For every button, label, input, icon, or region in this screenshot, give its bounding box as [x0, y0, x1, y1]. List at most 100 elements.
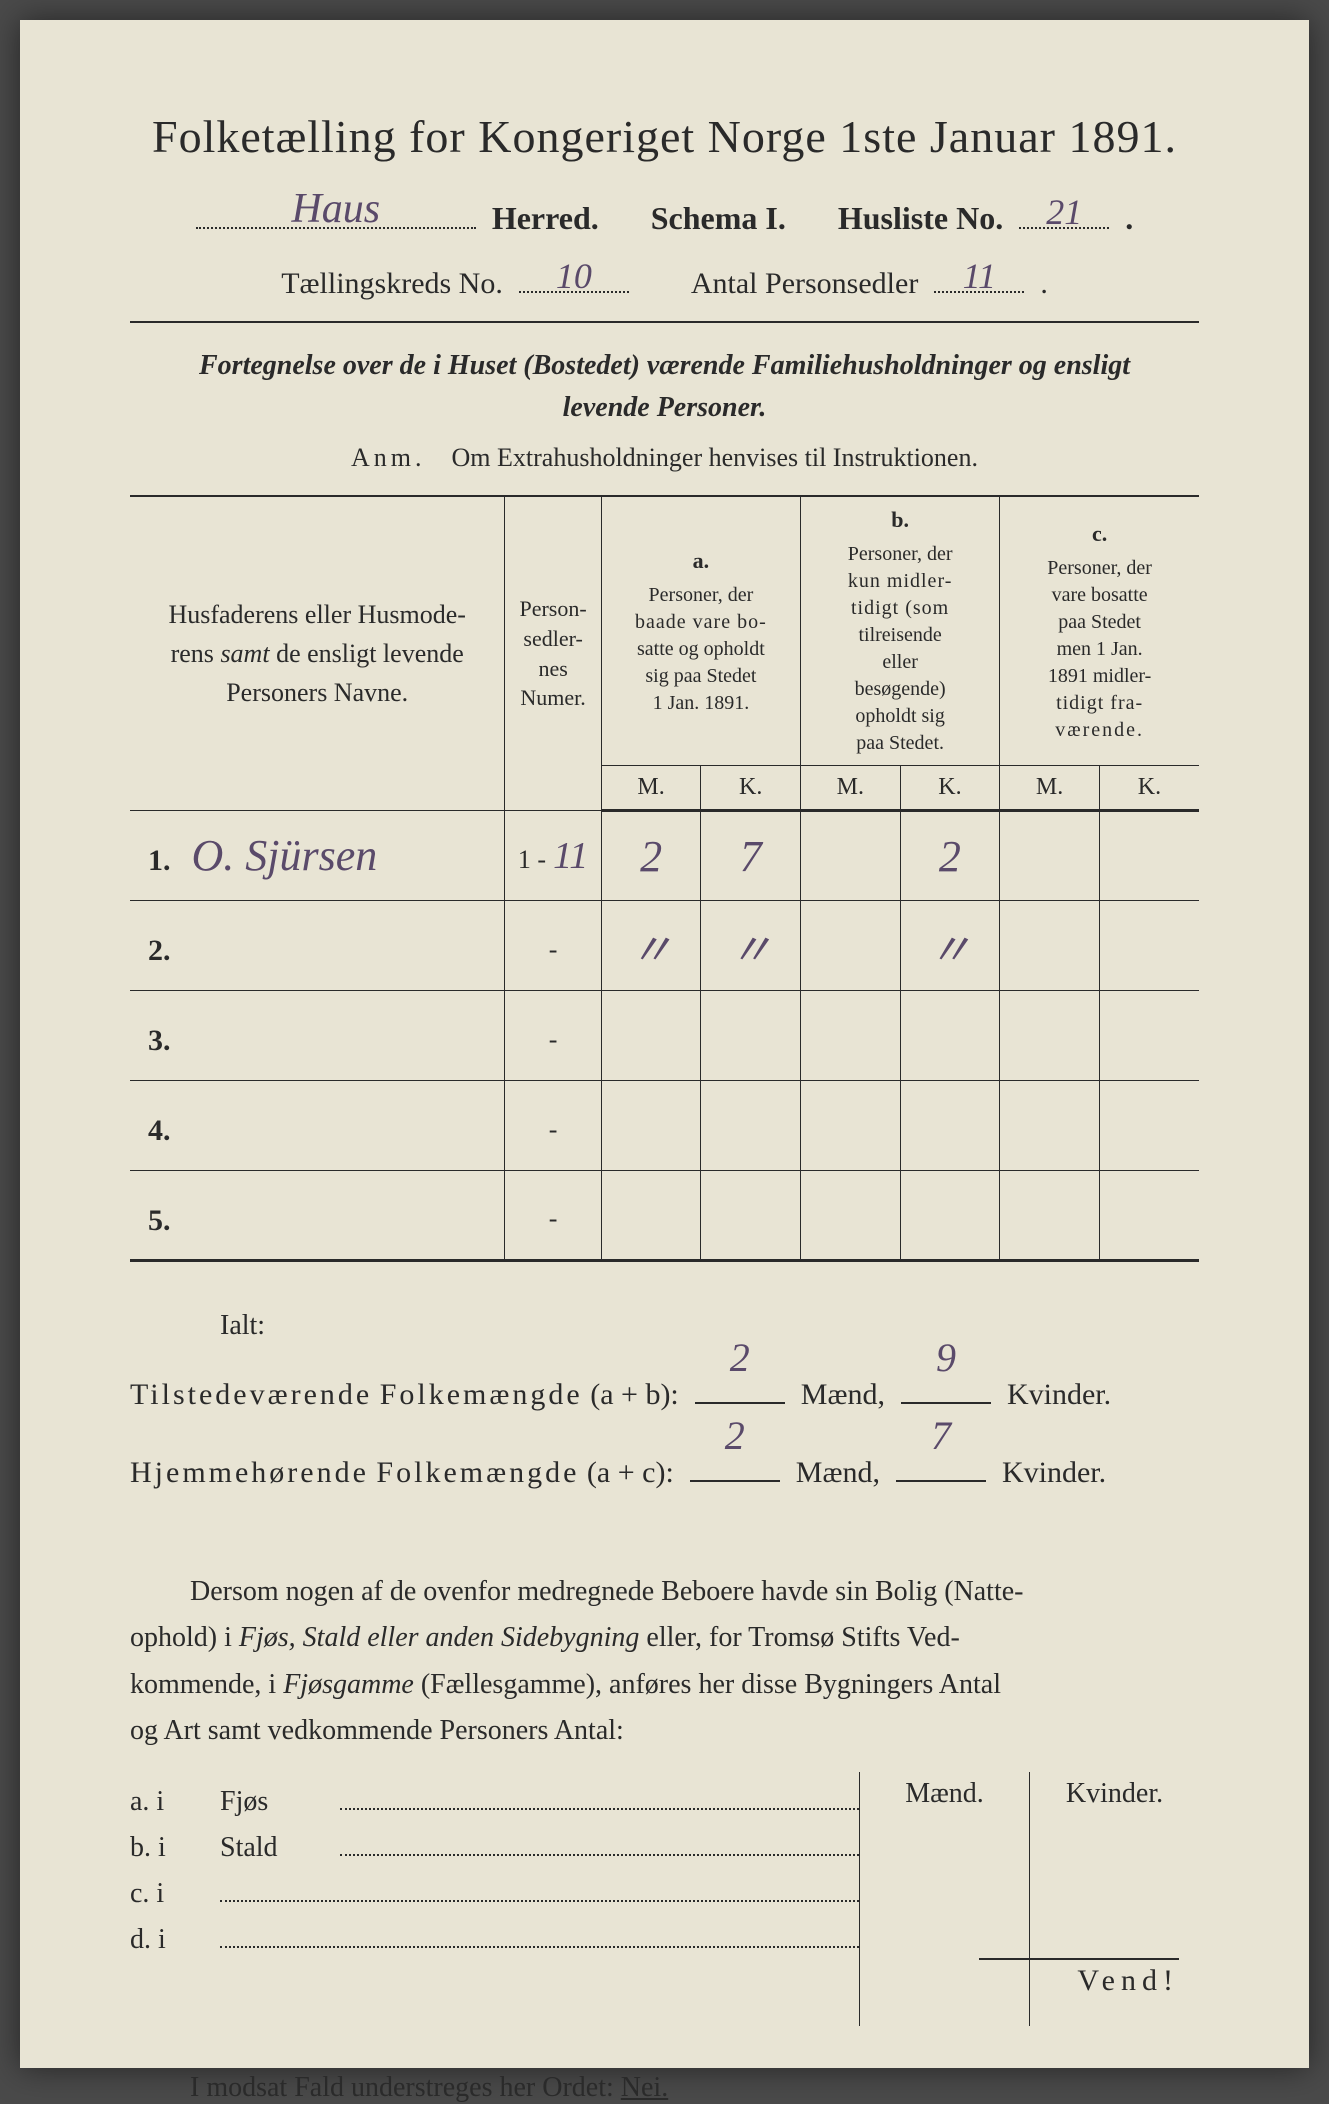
nei-line: I modsat Fald understreges her Ordet: Ne…: [130, 2072, 1199, 2104]
husliste-value: 21: [1046, 191, 1082, 233]
row-ak: [701, 1171, 801, 1261]
row-num-cell: -: [505, 901, 601, 991]
row-bm: [801, 1171, 901, 1261]
totals-row-1: Tilstedeværende Folkemængde (a + b): 2 M…: [130, 1359, 1199, 1431]
kvinder-label-1: Kvinder.: [1007, 1359, 1111, 1431]
row-num-cell: -: [505, 991, 601, 1081]
instruction-line-1: Fortegnelse over de i Huset (Bostedet) v…: [199, 350, 1130, 381]
paragraph: Dersom nogen af de ovenfor medregnede Be…: [130, 1569, 1199, 1754]
row-am: 〃: [601, 901, 701, 991]
row-ck: [1099, 811, 1199, 901]
row-cm: [1000, 811, 1100, 901]
herred-value: Haus: [291, 185, 380, 233]
main-title: Folketælling for Kongeriget Norge 1ste J…: [130, 110, 1199, 163]
building-row-c: c. i: [130, 1878, 859, 1910]
kreds-field: 10: [519, 257, 629, 293]
census-form-page: Folketælling for Kongeriget Norge 1ste J…: [20, 20, 1309, 2068]
kvinder-label-2: Kvinder.: [1002, 1437, 1106, 1509]
row-name-cell: 4.: [130, 1081, 505, 1171]
divider-1: [130, 321, 1199, 323]
table-row: 1. O. Sjürsen 1 - 11 2 7 2: [130, 811, 1199, 901]
row-ck: [1099, 991, 1199, 1081]
table-row: 3. -: [130, 991, 1199, 1081]
herred-label: Herred.: [492, 200, 599, 237]
row-bk: [900, 1081, 1000, 1171]
row-ck: [1099, 1081, 1199, 1171]
table-row: 5. -: [130, 1171, 1199, 1261]
tot2-m-field: 2: [690, 1449, 780, 1482]
table-row: 4. -: [130, 1081, 1199, 1171]
row-bk: [900, 1171, 1000, 1261]
building-list: a. i Fjøs b. i Stald c. i d. i: [130, 1772, 859, 2026]
instruction-text: Fortegnelse over de i Huset (Bostedet) v…: [130, 345, 1199, 429]
col-a-m: M.: [601, 766, 701, 811]
table-row: 2. - 〃 〃 〃: [130, 901, 1199, 991]
col-header-a: a. Personer, der baade vare bo- satte og…: [601, 496, 800, 765]
row-ak: [701, 1081, 801, 1171]
col-b-m: M.: [801, 766, 901, 811]
row-ak: [701, 991, 801, 1081]
anm-text: Om Extrahusholdninger henvises til Instr…: [452, 443, 978, 472]
sub-maend-header: Mænd.: [860, 1772, 1029, 1816]
main-table: Husfaderens eller Husmode- rens samt de …: [130, 495, 1199, 1262]
row-am: 2: [601, 811, 701, 901]
col-header-names: Husfaderens eller Husmode- rens samt de …: [130, 496, 505, 810]
col-header-b: b. Personer, der kun midler- tidigt (som…: [801, 496, 1000, 765]
row-cm: [1000, 901, 1100, 991]
row-name-cell: 1. O. Sjürsen: [130, 811, 505, 901]
row-bm: [801, 811, 901, 901]
husliste-field: 21: [1019, 191, 1109, 229]
row-am: [601, 1081, 701, 1171]
maend-label-2: Mænd,: [796, 1437, 880, 1509]
tot2-k: 7: [931, 1388, 951, 1484]
col-c-m: M.: [1000, 766, 1100, 811]
col-a-k: K.: [701, 766, 801, 811]
nei-word: Nei.: [621, 2072, 668, 2103]
row-cm: [1000, 1081, 1100, 1171]
col-header-number: Person- sedler- nes Numer.: [505, 496, 601, 810]
building-row-a: a. i Fjøs: [130, 1786, 859, 1818]
row-name-cell: 3.: [130, 991, 505, 1081]
row-am: [601, 991, 701, 1081]
row-num-cell: 1 - 11: [505, 811, 601, 901]
row-bm: [801, 901, 901, 991]
kreds-label: Tællingskreds No.: [281, 267, 503, 301]
kreds-value: 10: [556, 255, 592, 297]
maend-label-1: Mænd,: [801, 1359, 885, 1431]
schema-label: Schema I.: [651, 200, 786, 237]
row-bk: 〃: [900, 901, 1000, 991]
row-bm: [801, 991, 901, 1081]
row-cm: [1000, 1171, 1100, 1261]
antal-label: Antal Personsedler: [691, 267, 918, 301]
row-ak: 7: [701, 811, 801, 901]
herred-field: Haus: [196, 191, 476, 229]
anm-line: Anm. Om Extrahusholdninger henvises til …: [130, 443, 1199, 473]
ialt-label: Ialt:: [220, 1292, 1199, 1359]
col-c-k: K.: [1099, 766, 1199, 811]
col-b-k: K.: [900, 766, 1000, 811]
row-cm: [1000, 991, 1100, 1081]
row-num-cell: -: [505, 1171, 601, 1261]
husliste-label: Husliste No.: [838, 200, 1003, 237]
header-row-2: Tællingskreds No. 10 Antal Personsedler …: [130, 257, 1199, 301]
row-num-cell: -: [505, 1081, 601, 1171]
sub-kvinder-header: Kvinder.: [1029, 1772, 1199, 1816]
antal-value: 11: [963, 255, 996, 297]
totals-row-2: Hjemmehørende Folkemængde (a + c): 2 Mæn…: [130, 1437, 1199, 1509]
building-row-d: d. i: [130, 1924, 859, 1956]
header-row-1: Haus Herred. Schema I. Husliste No. 21 .: [130, 191, 1199, 237]
row-am: [601, 1171, 701, 1261]
row-ck: [1099, 1171, 1199, 1261]
tot2-k-field: 7: [896, 1449, 986, 1482]
row-name-cell: 2.: [130, 901, 505, 991]
row-ck: [1099, 901, 1199, 991]
totals-block: Ialt: Tilstedeværende Folkemængde (a + b…: [130, 1292, 1199, 1509]
row-bk: [900, 991, 1000, 1081]
col-header-c: c. Personer, der vare bosatte paa Stedet…: [1000, 496, 1199, 765]
tot2-m: 2: [725, 1388, 745, 1484]
building-row-b: b. i Stald: [130, 1832, 859, 1864]
antal-field: 11: [934, 257, 1024, 293]
row-ak: 〃: [701, 901, 801, 991]
instruction-line-2: levende Personer.: [563, 392, 767, 423]
row-bk: 2: [900, 811, 1000, 901]
